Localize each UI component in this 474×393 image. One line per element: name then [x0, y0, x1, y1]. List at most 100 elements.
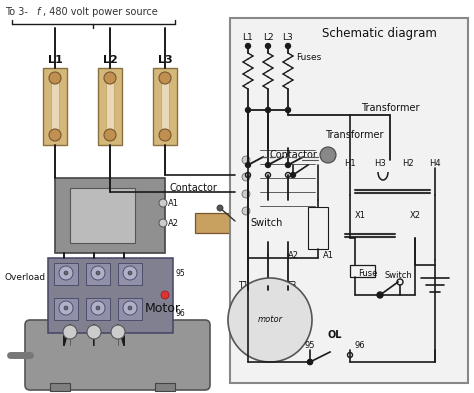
FancyBboxPatch shape [25, 320, 210, 390]
Text: 95: 95 [176, 268, 186, 277]
Bar [153, 68, 177, 145]
Text: Transformer: Transformer [325, 130, 383, 140]
Bar [86, 298, 110, 320]
Circle shape [246, 108, 250, 112]
Circle shape [104, 72, 116, 84]
Bar [118, 263, 142, 285]
Text: Fuses: Fuses [296, 53, 321, 61]
Circle shape [59, 301, 73, 315]
Circle shape [265, 162, 271, 167]
Circle shape [285, 108, 291, 112]
Text: T3: T3 [286, 281, 296, 290]
Circle shape [159, 199, 167, 207]
Text: H2: H2 [402, 158, 414, 167]
Circle shape [123, 301, 137, 315]
Bar [308, 207, 328, 249]
Circle shape [64, 271, 68, 275]
Circle shape [242, 156, 250, 164]
Text: 96: 96 [176, 309, 186, 318]
Circle shape [49, 129, 61, 141]
Circle shape [111, 325, 125, 339]
Bar [237, 188, 255, 200]
Circle shape [63, 325, 77, 339]
Bar [70, 188, 135, 243]
Bar [235, 145, 445, 330]
Circle shape [242, 190, 250, 198]
Text: motor: motor [257, 316, 283, 325]
Bar [54, 298, 78, 320]
Circle shape [96, 271, 100, 275]
Bar [161, 73, 169, 140]
Text: A2: A2 [288, 250, 299, 259]
Circle shape [265, 108, 271, 112]
Circle shape [87, 325, 101, 339]
Bar [106, 73, 114, 140]
Bar [235, 148, 257, 217]
Text: Transformer: Transformer [361, 103, 419, 113]
Bar [118, 298, 142, 320]
Bar [54, 263, 78, 285]
Text: L1: L1 [243, 33, 254, 42]
Circle shape [291, 173, 295, 178]
Circle shape [96, 306, 100, 310]
Text: X2: X2 [410, 211, 420, 220]
Bar [155, 383, 175, 391]
Circle shape [308, 360, 312, 364]
Circle shape [104, 129, 116, 141]
Circle shape [64, 306, 68, 310]
Bar [255, 140, 320, 225]
Bar [237, 205, 255, 217]
Circle shape [217, 205, 223, 211]
Text: Contactor: Contactor [270, 150, 318, 160]
Bar [98, 68, 122, 145]
Text: OL: OL [328, 330, 342, 340]
Bar [48, 258, 173, 333]
Text: L3: L3 [283, 33, 293, 42]
Bar [50, 383, 70, 391]
Circle shape [228, 278, 312, 362]
Bar [86, 263, 110, 285]
Text: Switch: Switch [250, 218, 283, 228]
Text: 95: 95 [305, 340, 315, 349]
Bar [195, 213, 245, 233]
Text: T2: T2 [90, 329, 98, 334]
Bar [51, 73, 59, 140]
Text: T1: T1 [238, 281, 248, 290]
Text: Schematic diagram: Schematic diagram [321, 26, 437, 40]
Circle shape [128, 271, 132, 275]
Text: H1: H1 [344, 158, 356, 167]
Bar [43, 68, 67, 145]
Circle shape [285, 44, 291, 48]
Circle shape [242, 207, 250, 215]
Circle shape [159, 219, 167, 227]
Text: f: f [36, 7, 39, 17]
Text: A2: A2 [168, 219, 179, 228]
Text: L2: L2 [103, 55, 118, 65]
Circle shape [377, 292, 383, 298]
Circle shape [49, 72, 61, 84]
Circle shape [159, 129, 171, 141]
Circle shape [91, 266, 105, 280]
Circle shape [242, 173, 250, 181]
Circle shape [246, 44, 250, 48]
Text: , 480 volt power source: , 480 volt power source [43, 7, 158, 17]
Bar [55, 178, 165, 253]
Text: T2: T2 [263, 281, 273, 290]
Text: A1: A1 [322, 250, 334, 259]
Text: L3: L3 [158, 55, 173, 65]
Text: T3: T3 [114, 329, 122, 334]
Text: Overload: Overload [5, 274, 46, 283]
Circle shape [246, 162, 250, 167]
Circle shape [285, 162, 291, 167]
Circle shape [159, 72, 171, 84]
Text: L2: L2 [263, 33, 273, 42]
Text: Contactor: Contactor [170, 183, 218, 193]
Text: H4: H4 [429, 158, 441, 167]
Text: Fuse: Fuse [358, 268, 377, 277]
Text: Motor: Motor [145, 301, 181, 314]
Text: T1: T1 [66, 329, 74, 334]
Text: H3: H3 [374, 158, 386, 167]
Bar [237, 171, 255, 183]
Circle shape [128, 306, 132, 310]
Circle shape [320, 147, 336, 163]
